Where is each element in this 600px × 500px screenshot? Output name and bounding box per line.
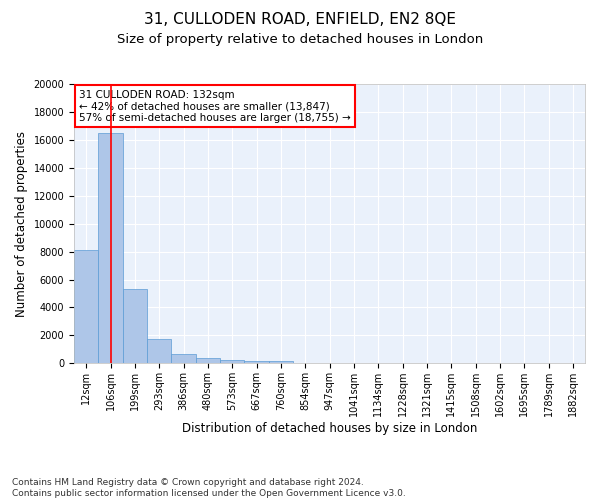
Bar [220,360,244,364]
Bar [122,290,147,364]
Bar [269,361,293,364]
Text: 31 CULLODEN ROAD: 132sqm
← 42% of detached houses are smaller (13,847)
57% of se: 31 CULLODEN ROAD: 132sqm ← 42% of detach… [79,90,351,123]
Bar [196,358,220,364]
Text: Contains HM Land Registry data © Crown copyright and database right 2024.
Contai: Contains HM Land Registry data © Crown c… [12,478,406,498]
Bar [98,133,122,364]
Bar [244,360,269,364]
Bar [172,354,196,364]
Y-axis label: Number of detached properties: Number of detached properties [15,130,28,316]
Bar [147,339,172,363]
Text: Size of property relative to detached houses in London: Size of property relative to detached ho… [117,32,483,46]
X-axis label: Distribution of detached houses by size in London: Distribution of detached houses by size … [182,422,477,435]
Bar [74,250,98,364]
Text: 31, CULLODEN ROAD, ENFIELD, EN2 8QE: 31, CULLODEN ROAD, ENFIELD, EN2 8QE [144,12,456,28]
